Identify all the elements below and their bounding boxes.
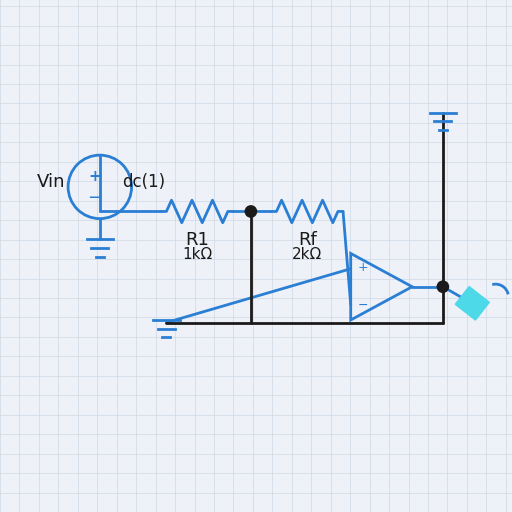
Circle shape bbox=[437, 281, 449, 292]
Text: +: + bbox=[89, 169, 101, 184]
Text: Rf: Rf bbox=[298, 230, 316, 249]
Text: 2kΩ: 2kΩ bbox=[292, 247, 323, 263]
Text: 1kΩ: 1kΩ bbox=[182, 247, 212, 263]
Text: dc(1): dc(1) bbox=[122, 173, 165, 191]
Text: Vin: Vin bbox=[37, 173, 66, 191]
Text: −: − bbox=[87, 189, 102, 207]
Text: −: − bbox=[357, 298, 368, 312]
Text: +: + bbox=[357, 261, 368, 274]
Circle shape bbox=[245, 206, 257, 217]
Bar bbox=[455, 287, 489, 320]
Text: R1: R1 bbox=[185, 230, 209, 249]
